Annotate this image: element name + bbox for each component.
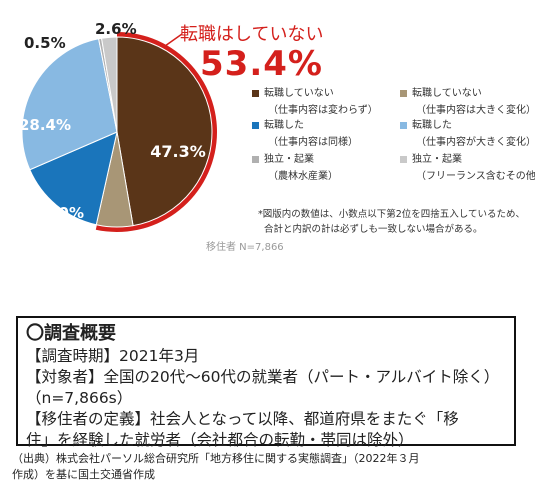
pie-slice — [100, 36, 118, 133]
footnote-line: 合計と内訳の計は必ずしも一致しない場合がある。 — [264, 224, 483, 235]
source-line: 作成）を基に国土交通省作成 — [12, 468, 155, 481]
slice-value-label: 47.3% — [150, 142, 206, 161]
legend-sublabel: （農林水産業） — [268, 171, 338, 182]
source-line: （出典）株式会社パーソル総合研究所「地方移住に関する実態調査」（2022年３月 — [12, 452, 420, 465]
slice-value-label: 6.2% — [91, 234, 133, 252]
legend-label: 転職していない — [412, 88, 482, 99]
survey-line: 【移住者の定義】社会人となって以降、都道府県をまたぐ「移 — [26, 410, 459, 428]
legend-swatch — [252, 156, 259, 163]
legend-swatch — [400, 122, 407, 129]
legend-label: 転職していない — [264, 88, 334, 99]
slice-value-label: 2.6% — [95, 20, 137, 38]
legend-label: 転職した — [412, 120, 452, 131]
slice-value-label: 28.4% — [19, 116, 71, 134]
survey-line: 住」を経験した就労者（会社都合の転勤・帯同は除外） — [26, 431, 414, 449]
highlight-value: 53.4% — [200, 44, 323, 84]
legend-swatch — [252, 90, 259, 97]
pie-chart: 47.3% 6.2% 15.0% 28.4% 0.5% 2.6% — [0, 0, 240, 290]
legend-label: 転職した — [264, 120, 304, 131]
legend-sublabel: （フリーランス含むその他） — [416, 171, 535, 182]
legend-sublabel: （仕事内容が大きく変化） — [416, 137, 535, 148]
highlight-leader-line — [164, 33, 183, 47]
footnote: *図版内の数値は、小数点以下第2位を四捨五入しているため、 合計と内訳の計は必ず… — [258, 207, 528, 237]
slice-value-label: 15.0% — [32, 204, 84, 222]
source-citation: （出典）株式会社パーソル総合研究所「地方移住に関する実態調査」（2022年３月 … — [12, 451, 532, 483]
pie-slice — [21, 38, 118, 171]
sample-size-label: 移住者 N=7,866 — [206, 242, 284, 253]
legend-sublabel: （仕事内容は同様） — [268, 137, 358, 148]
survey-title: 〇調査概要 — [26, 323, 116, 344]
slice-value-label: 0.5% — [24, 34, 66, 52]
footnote-line: *図版内の数値は、小数点以下第2位を四捨五入しているため、 — [258, 209, 526, 220]
legend-label: 独立・起業 — [264, 154, 314, 165]
pie-slice — [116, 36, 213, 227]
highlight-label: 転職はしていない — [180, 24, 324, 45]
pie-chart-svg: 47.3% 6.2% 15.0% 28.4% 0.5% 2.6% — [19, 20, 218, 252]
legend-sublabel: （仕事内容は変わらず） — [268, 105, 378, 116]
survey-line: 【調査時期】2021年3月 — [26, 347, 200, 365]
legend-label: 独立・起業 — [412, 154, 462, 165]
legend-swatch — [252, 122, 259, 129]
survey-line: 【対象者】全国の20代〜60代の就業者（パート・アルバイト除く） — [26, 368, 500, 386]
legend-swatch — [400, 156, 407, 163]
legend-sublabel: （仕事内容は大きく変化） — [416, 105, 535, 116]
survey-overview-box: 〇調査概要 【調査時期】2021年3月 【対象者】全国の20代〜60代の就業者（… — [16, 316, 516, 449]
survey-line: （n=7,866s） — [26, 389, 133, 407]
pie-slice — [29, 131, 118, 226]
legend-swatch — [400, 90, 407, 97]
